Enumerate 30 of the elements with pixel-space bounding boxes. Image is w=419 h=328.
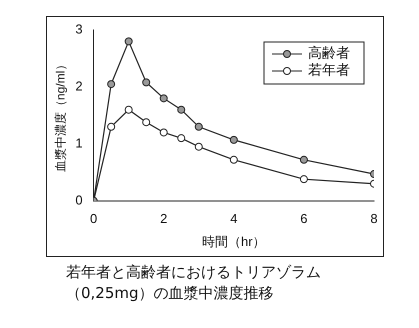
y-axis-title: 血漿中濃度（ng/ml）: [54, 58, 68, 172]
point: [230, 136, 238, 144]
point: [194, 142, 203, 151]
y-tick-label: 1: [75, 135, 83, 150]
y-tick-label: 0: [75, 192, 83, 208]
x-tick-label: 8: [370, 211, 378, 226]
point: [107, 80, 116, 88]
point: [160, 94, 168, 102]
legend-label: 高齢者: [308, 46, 350, 62]
point: [194, 122, 203, 131]
x-tick-label: 2: [160, 211, 168, 226]
point: [142, 118, 150, 126]
point: [160, 128, 168, 136]
x-axis-title: 時間（hr）: [202, 234, 266, 249]
x-tick-label: 6: [300, 211, 308, 226]
point: [177, 134, 186, 142]
point: [107, 122, 116, 131]
point: [124, 37, 133, 46]
text: 若年者と高齢者におけるトリアゾラム（0,25mg）の血漿中濃度推移: [66, 262, 322, 304]
point: [177, 106, 186, 114]
point: [300, 175, 308, 184]
point: [300, 156, 308, 164]
point: [230, 156, 238, 164]
legend-label: 若年者: [308, 62, 350, 79]
x-tick-label: 0: [90, 211, 98, 226]
y-tick-label: 3: [75, 22, 83, 37]
x-tick-label: 4: [230, 211, 238, 226]
point: [124, 106, 133, 114]
y-tick-label: 2: [75, 78, 83, 94]
point: [142, 78, 150, 86]
